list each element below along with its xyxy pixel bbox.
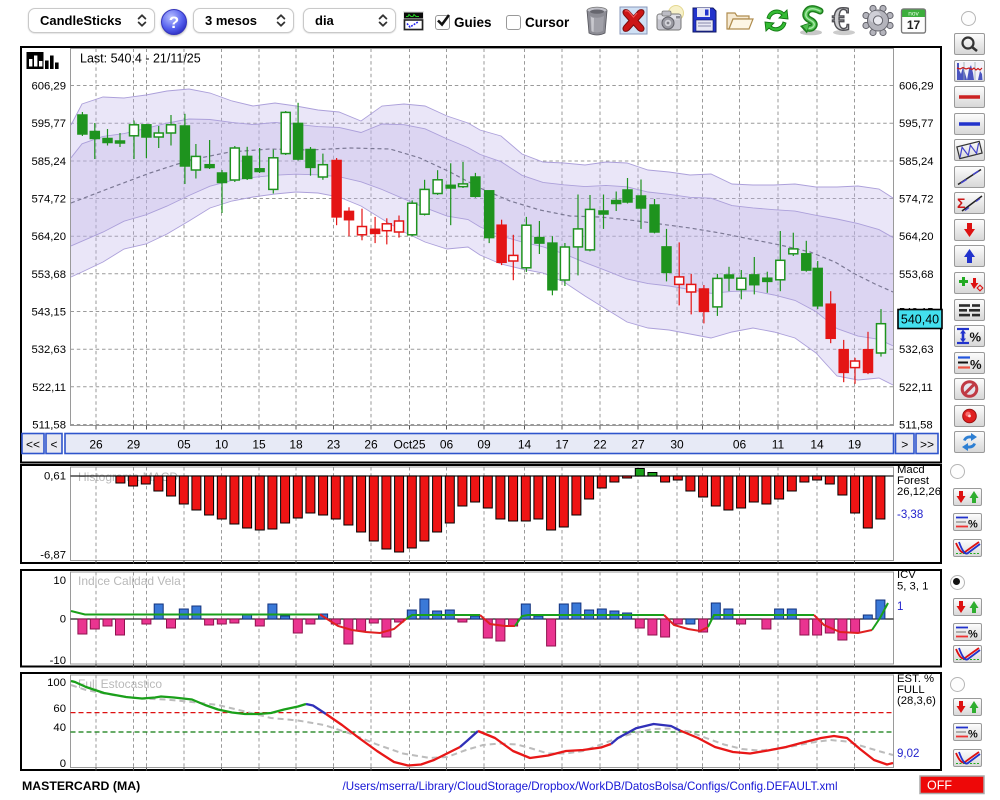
svg-text:606,29: 606,29	[899, 81, 934, 93]
svg-text:%: %	[968, 519, 978, 531]
svg-text:17: 17	[555, 438, 569, 452]
svg-text:EST. %: EST. %	[897, 673, 934, 685]
svg-text:<: <	[50, 438, 57, 452]
svg-text:19: 19	[848, 438, 862, 452]
svg-text:5, 3, 1: 5, 3, 1	[897, 581, 928, 593]
svg-text:26,12,26: 26,12,26	[897, 486, 941, 498]
svg-text:>>: >>	[920, 438, 934, 452]
svg-text:40: 40	[53, 722, 66, 734]
svg-text:23: 23	[327, 438, 341, 452]
svg-text:ICV: ICV	[897, 569, 916, 581]
svg-text:532,63: 532,63	[899, 344, 934, 356]
svg-text:nov: nov	[908, 11, 919, 18]
svg-text:Oct25: Oct25	[393, 438, 425, 452]
svg-text:574,72: 574,72	[31, 194, 66, 206]
svg-text:-6,87: -6,87	[40, 550, 66, 562]
svg-text:29: 29	[127, 438, 141, 452]
svg-text:Forest: Forest	[897, 475, 930, 487]
svg-text:532,63: 532,63	[31, 344, 66, 356]
svg-text:540,40: 540,40	[901, 313, 939, 327]
svg-text:0,61: 0,61	[44, 471, 66, 483]
svg-text:-3,38: -3,38	[897, 509, 923, 521]
svg-text:%: %	[970, 357, 982, 372]
svg-text:585,24: 585,24	[31, 156, 66, 168]
svg-text:522,11: 522,11	[32, 382, 66, 394]
svg-text:10: 10	[53, 575, 66, 587]
svg-text:30: 30	[670, 438, 684, 452]
svg-text:522,11: 522,11	[899, 382, 933, 394]
svg-text:595,77: 595,77	[899, 118, 934, 130]
svg-text:0: 0	[60, 758, 66, 770]
svg-text:MASTERCARD (MA): MASTERCARD (MA)	[22, 779, 140, 793]
svg-text:606,29: 606,29	[31, 81, 66, 93]
svg-text:OFF: OFF	[927, 779, 952, 793]
svg-text:05: 05	[177, 438, 191, 452]
svg-text:11: 11	[772, 438, 785, 452]
svg-text:9,02: 9,02	[897, 748, 919, 760]
svg-text:564,20: 564,20	[31, 231, 66, 243]
svg-text:09: 09	[477, 438, 491, 452]
svg-text:%: %	[970, 330, 982, 345]
svg-text:Last: 540.4 - 21/11/25: Last: 540.4 - 21/11/25	[80, 52, 201, 66]
svg-text:FULL: FULL	[897, 684, 925, 696]
svg-text:>: >	[901, 438, 908, 452]
svg-text:14: 14	[518, 438, 532, 452]
svg-text:595,77: 595,77	[31, 118, 66, 130]
svg-text:511,58: 511,58	[32, 420, 66, 432]
svg-text:<<: <<	[26, 438, 40, 452]
svg-text:Indice Calidad Vela: Indice Calidad Vela	[78, 574, 181, 588]
svg-text:Macd: Macd	[897, 464, 925, 476]
svg-text:%: %	[968, 729, 978, 741]
svg-text:%: %	[968, 629, 978, 641]
svg-text:26: 26	[89, 438, 103, 452]
svg-text:564,20: 564,20	[899, 231, 934, 243]
svg-text:(28,3,6): (28,3,6)	[897, 695, 936, 707]
svg-text:543,15: 543,15	[31, 307, 66, 319]
svg-text:15: 15	[252, 438, 266, 452]
svg-text:553,68: 553,68	[899, 269, 934, 281]
svg-text:-10: -10	[50, 655, 66, 667]
svg-text:14: 14	[810, 438, 824, 452]
svg-text:0: 0	[60, 614, 66, 626]
svg-text:585,24: 585,24	[899, 156, 934, 168]
svg-text:60: 60	[53, 703, 66, 715]
svg-text:22: 22	[593, 438, 607, 452]
svg-text:1: 1	[897, 601, 903, 613]
svg-text:511,58: 511,58	[899, 420, 933, 432]
svg-text:10: 10	[215, 438, 229, 452]
svg-text:100: 100	[47, 677, 66, 689]
svg-text:26: 26	[364, 438, 378, 452]
svg-text:574,72: 574,72	[899, 194, 934, 206]
svg-text:€: €	[832, 4, 849, 36]
svg-text:06: 06	[733, 438, 747, 452]
svg-text:06: 06	[440, 438, 454, 452]
svg-text:553,68: 553,68	[31, 269, 66, 281]
svg-text:27: 27	[631, 438, 645, 452]
svg-text:/Users/mserra/Library/CloudSto: /Users/mserra/Library/CloudStorage/Dropb…	[342, 780, 837, 793]
svg-text:18: 18	[289, 438, 303, 452]
svg-text:17: 17	[907, 18, 921, 32]
svg-text:Full Estocastico: Full Estocastico	[78, 677, 162, 691]
svg-text:Σ: Σ	[957, 195, 965, 211]
